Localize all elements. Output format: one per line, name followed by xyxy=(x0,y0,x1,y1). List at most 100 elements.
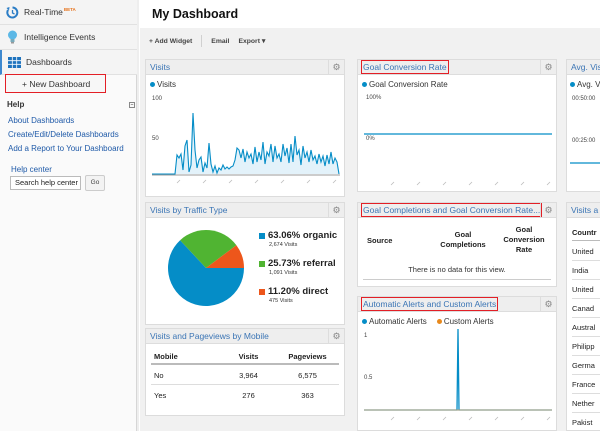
chart-legend: Avg. V xyxy=(570,80,600,89)
help-link-about-dashboards[interactable]: About Dashboards xyxy=(8,116,75,125)
table-cell: United xyxy=(572,246,594,256)
sidebar-item-dashboards[interactable]: Dashboards xyxy=(0,50,137,75)
table-row: Canad xyxy=(572,299,600,318)
table-cell: India xyxy=(572,265,589,275)
widget-title[interactable]: Visits xyxy=(150,62,171,72)
gear-icon[interactable]: ⚙ xyxy=(328,60,344,74)
table-row: France xyxy=(572,375,600,394)
table-cell: 3,964 xyxy=(239,370,258,380)
help-section-header: Help – xyxy=(7,100,135,109)
help-link-create-edit-delete[interactable]: Create/Edit/Delete Dashboards xyxy=(8,130,119,139)
y-tick: 100 xyxy=(152,96,163,102)
widget-title[interactable]: Avg. Vis xyxy=(571,62,600,72)
widget-header: Automatic Alerts and Custom Alerts ⚙ xyxy=(358,297,556,312)
table-cell: France xyxy=(572,379,596,389)
widget-header: Visits by Traffic Type ⚙ xyxy=(146,203,344,218)
gear-icon[interactable]: ⚙ xyxy=(540,203,556,217)
table-cell: 276 xyxy=(242,391,255,400)
legend-label: 63.06% organic xyxy=(268,230,338,241)
widget-header: Goal Completions and Goal Conversion Rat… xyxy=(358,203,556,218)
dashboard-grid-icon xyxy=(7,55,21,69)
new-dashboard-button[interactable]: + New Dashboard xyxy=(5,74,106,93)
chart-legend: Visits xyxy=(150,80,176,89)
help-center-link[interactable]: Help center xyxy=(11,165,52,174)
visits-widget: Visits ⚙ Visits 100 50 xyxy=(145,59,345,197)
help-title: Help xyxy=(7,100,25,109)
widget-title[interactable]: Goal Completions and Goal Conversion Rat… xyxy=(360,203,543,217)
empty-state-message: There is no data for this view. xyxy=(363,265,551,280)
table-header-row: Countr xyxy=(572,225,600,241)
legend-dot-icon xyxy=(362,82,367,87)
table-cell: Pakist xyxy=(572,418,593,427)
table-cell: Austral xyxy=(572,322,596,332)
y-tick: 0.5 xyxy=(364,375,373,381)
help-search-input[interactable]: Search help center xyxy=(10,176,81,190)
sidebar-item-real-time[interactable]: Real-TimeBETA xyxy=(0,0,137,25)
table-row: No 3,964 6,575 xyxy=(151,366,339,385)
dashboard-toolbar: + Add Widget Email Export ▾ xyxy=(140,28,600,54)
legend-swatch-icon xyxy=(259,260,265,267)
widget-title[interactable]: Visits a xyxy=(571,205,599,215)
alerts-widget: Automatic Alerts and Custom Alerts ⚙ Aut… xyxy=(357,296,557,431)
legend-dot-icon xyxy=(150,82,155,87)
widget-header: Visits and Pageviews by Mobile ⚙ xyxy=(146,329,344,344)
table-cell: Yes xyxy=(154,391,167,400)
table-row: United xyxy=(572,242,600,261)
goal-rate-line-chart xyxy=(364,133,552,186)
avg-visit-line xyxy=(570,162,600,164)
alerts-line-chart xyxy=(364,328,552,421)
export-dropdown[interactable]: Export ▾ xyxy=(238,38,266,45)
table-header-row: Mobile Visits Pageviews xyxy=(151,349,339,365)
widget-title[interactable]: Visits by Traffic Type xyxy=(150,205,228,215)
visits-by-traffic-type-widget: Visits by Traffic Type ⚙ 63.06% organic … xyxy=(145,202,345,325)
add-widget-button[interactable]: + Add Widget xyxy=(149,37,193,45)
widget-title[interactable]: Visits and Pageviews by Mobile xyxy=(150,331,269,341)
table-row: Philipp xyxy=(572,337,600,356)
y-tick: 50 xyxy=(152,136,159,142)
sidebar-item-label: Real-TimeBETA xyxy=(24,7,76,17)
sidebar-item-label: Intelligence Events xyxy=(24,32,96,42)
toolbar-divider xyxy=(201,35,203,47)
table-row: India xyxy=(572,261,600,280)
beta-badge: BETA xyxy=(63,7,76,12)
title-bar: My Dashboard xyxy=(140,0,600,28)
legend-item-direct: 11.20% direct 475 Visits xyxy=(259,286,328,304)
table-cell: Philipp xyxy=(572,341,595,351)
realtime-clock-icon xyxy=(5,5,19,19)
gear-icon[interactable]: ⚙ xyxy=(328,203,344,217)
table-cell: 363 xyxy=(301,391,314,400)
legend-label: 11.20% direct xyxy=(268,286,329,297)
lightbulb-icon xyxy=(5,30,19,44)
goal-conversion-rate-widget: Goal Conversion Rate ⚙ Goal Conversion R… xyxy=(357,59,557,192)
collapse-icon[interactable]: – xyxy=(129,101,135,108)
table-cell: United xyxy=(572,284,594,294)
table-row: United xyxy=(572,280,600,299)
y-tick: 100% xyxy=(366,95,382,101)
widget-title[interactable]: Goal Conversion Rate xyxy=(361,60,449,74)
help-link-add-report[interactable]: Add a Report to Your Dashboard xyxy=(8,144,124,153)
legend-item-organic: 63.06% organic 2,674 Visits xyxy=(259,230,337,248)
legend-label: Custom Alerts xyxy=(443,317,494,326)
column-header: Visits xyxy=(238,351,259,361)
page-title: My Dashboard xyxy=(152,7,239,21)
widget-title[interactable]: Automatic Alerts and Custom Alerts xyxy=(360,297,499,311)
legend-sub: 2,674 Visits xyxy=(269,242,298,248)
widget-header: Visits ⚙ xyxy=(146,60,344,75)
legend-label: Visits xyxy=(157,80,176,89)
email-button[interactable]: Email xyxy=(211,37,230,45)
column-header: Goal Completions xyxy=(440,230,486,249)
visits-pageviews-mobile-widget: Visits and Pageviews by Mobile ⚙ Mobile … xyxy=(145,328,345,416)
table-cell: No xyxy=(154,370,164,380)
goal-completions-widget: Goal Completions and Goal Conversion Rat… xyxy=(357,202,557,287)
table-row: Yes 276 363 xyxy=(151,386,339,405)
sidebar-item-intelligence-events[interactable]: Intelligence Events xyxy=(0,25,137,50)
table-cell: 6,575 xyxy=(298,370,317,380)
gear-icon[interactable]: ⚙ xyxy=(328,329,344,343)
main-area: My Dashboard + Add Widget Email Export ▾… xyxy=(140,0,600,431)
column-header: Source xyxy=(367,236,393,245)
gear-icon[interactable]: ⚙ xyxy=(540,297,556,311)
help-search-go-button[interactable]: Go xyxy=(85,175,105,191)
column-header: Mobile xyxy=(154,351,178,361)
legend-label: Avg. V xyxy=(577,80,600,89)
gear-icon[interactable]: ⚙ xyxy=(540,60,556,74)
